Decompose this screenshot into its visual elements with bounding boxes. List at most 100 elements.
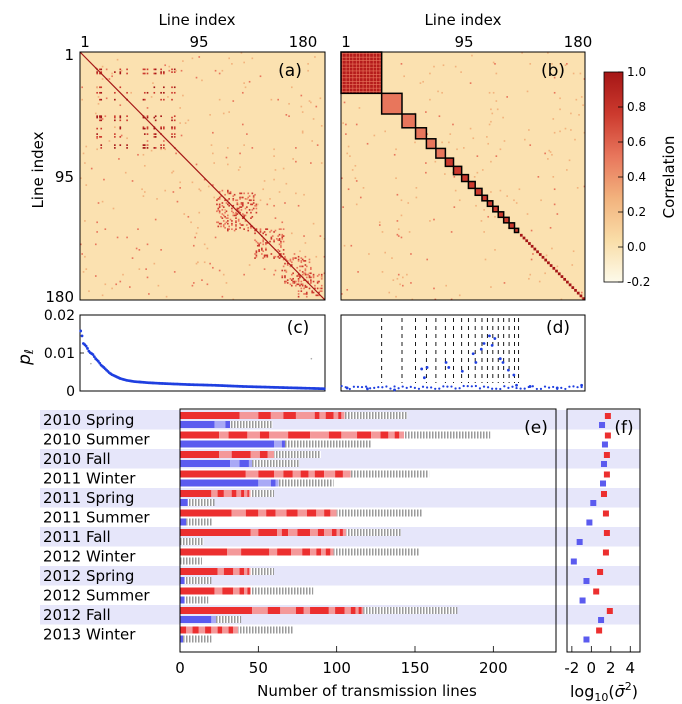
heatmap-a-cell (236, 203, 239, 206)
heatmap-a-cell (173, 133, 176, 135)
heatmap-a-cell (262, 250, 265, 253)
heatmap-a-cell (217, 221, 220, 224)
heatmap-b-cell (458, 294, 461, 297)
heatmap-b-block-outline (481, 194, 489, 202)
panel-e-bar-red-segment (211, 626, 218, 634)
heatmap-a-cell (256, 244, 259, 247)
panel-e-bar-red-segment (280, 607, 296, 614)
panel-e-bar-red-segment (239, 568, 245, 575)
heatmap-b-cell (449, 133, 452, 135)
heatmap-a-cell (130, 91, 132, 94)
panel-e-bar-red-segment (310, 431, 329, 439)
panel-c-y-tick-label: 0 (66, 384, 75, 400)
heatmap-a-cell (153, 133, 156, 135)
panel-d-point (501, 361, 505, 364)
heatmap-a-cell (237, 207, 240, 210)
heatmap-a-cell (259, 231, 262, 233)
heatmap-b-cell (429, 72, 431, 75)
heatmap-a-cell (237, 218, 240, 221)
panel-d-point (503, 385, 506, 388)
heatmap-b-tail-block (528, 242, 531, 245)
heatmap-a-cell (163, 127, 165, 130)
heatmap-b-cell (391, 257, 393, 259)
panel-e-bar-red-segment (314, 470, 325, 478)
panel-e-bar-red-segment (214, 587, 223, 595)
colorbar-tick-label: 0.8 (627, 100, 646, 114)
heatmap-a-cell (297, 273, 300, 276)
panel-e-bar-gray-tail (187, 499, 215, 506)
heatmap-b-cell (354, 177, 357, 180)
panel-e-bar-gray-tail (250, 490, 274, 497)
heatmap-a-cell (116, 236, 119, 239)
heatmap-a-cell (160, 127, 162, 130)
heatmap-b-cell (553, 91, 556, 94)
panel-e-bar-blue-segment (180, 577, 185, 584)
panel-a-top-tick-180: 180 (289, 33, 318, 51)
heatmap-b-cell (395, 148, 397, 151)
heatmap-b-cell (580, 291, 583, 294)
heatmap-a-cell (297, 275, 300, 277)
panel-e-x-tick-label: 50 (249, 659, 268, 677)
heatmap-b-cell (460, 71, 462, 73)
heatmap-a-cell (143, 144, 146, 146)
heatmap-a-cell (180, 134, 183, 137)
heatmap-b-cell (490, 120, 492, 123)
heatmap-a-cell (252, 207, 255, 210)
panel-d-point (535, 387, 538, 391)
heatmap-a-cell (171, 171, 173, 174)
heatmap-a-cell (171, 133, 173, 135)
panel-e-bar-blue-segment (180, 616, 212, 623)
panel-e-bar-red-segment (314, 412, 320, 419)
heatmap-a-cell (218, 196, 221, 199)
heatmap-a-cell (263, 255, 266, 258)
heatmap-a-cell (94, 112, 97, 115)
heatmap-a-cell (297, 277, 300, 280)
heatmap-a-cell (310, 272, 312, 275)
panel-d-point (560, 386, 563, 389)
heatmap-a-cell (284, 202, 286, 204)
heatmap-a-cell (143, 133, 146, 135)
heatmap-a-cell (280, 246, 282, 248)
panel-d-point (580, 385, 583, 389)
panel-c-label: (c) (287, 318, 310, 338)
panel-e-bar-gray-tail (274, 451, 321, 458)
heatmap-a-cell (187, 215, 190, 218)
heatmap-a-cell (274, 255, 277, 258)
heatmap-b-block-outline (508, 222, 516, 230)
heatmap-a-cell (218, 211, 221, 214)
heatmap-b-cell (548, 149, 551, 152)
heatmap-b-cell (396, 193, 399, 196)
colorbar-tick-label: 0.4 (627, 170, 646, 184)
heatmap-a-cell (303, 235, 305, 237)
heatmap-a-cell (277, 239, 279, 242)
heatmap-a-cell (154, 218, 157, 221)
heatmap-a-cell (316, 282, 319, 284)
heatmap-b-tail-block (557, 272, 561, 276)
heatmap-a-cell (173, 271, 176, 273)
heatmap-a-cell (305, 276, 308, 279)
heatmap-a-cell (160, 126, 162, 129)
heatmap-a-cell (300, 105, 303, 108)
heatmap-a-cell (236, 213, 239, 215)
panel-b: Line index 1 95 180 (b) (340, 11, 592, 301)
heatmap-a-cell (320, 277, 323, 280)
heatmap-b-cell (551, 247, 553, 250)
heatmap-a-cell (142, 147, 145, 149)
panel-e-season-label: 2012 Spring (43, 567, 134, 585)
panel-e-bar-red-segment (186, 626, 193, 634)
panel-e-bars (180, 412, 491, 643)
heatmap-a-cell (266, 255, 269, 258)
heatmap-a-cell (228, 225, 230, 228)
heatmap-a-cell (145, 268, 147, 270)
panel-e-bar-red-segment (233, 587, 240, 595)
panel-e-bar-blue-segment (180, 518, 187, 526)
panel-e-x-ticks: 0 50 100 150 200 (175, 646, 508, 677)
heatmap-b-block (402, 114, 416, 128)
heatmap-b-cell (583, 185, 586, 188)
panel-e-bar-blue-segment (258, 479, 271, 487)
heatmap-a-cell (143, 72, 146, 75)
heatmap-a-cell (143, 191, 146, 193)
panel-e-bar-gray-tail (184, 577, 212, 584)
heatmap-a-cell (227, 199, 229, 202)
